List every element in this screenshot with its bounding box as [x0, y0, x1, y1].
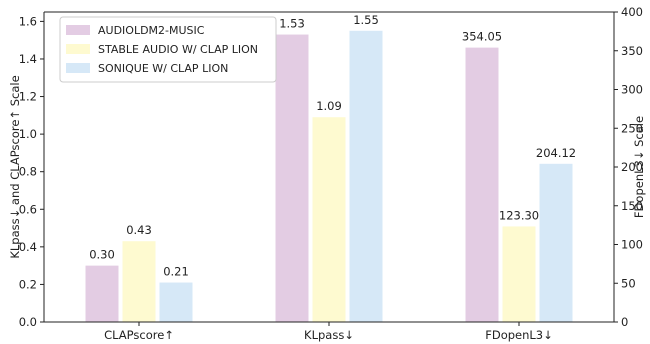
y-right-tick-label: 200 [621, 160, 643, 174]
bar-value-label: 1.55 [353, 13, 379, 27]
y-right-tick-label: 150 [621, 199, 643, 213]
y-left-tick-label: 0.8 [19, 165, 37, 179]
y-right-tick-label: 0 [621, 315, 628, 329]
bar-labels-layer: 0.30 0.43 0.21 1.53 1.09 1.55 354.05 123.30 204.… [89, 13, 576, 279]
x-tick-label: KLpass↓ [304, 328, 354, 342]
bar-value-label: 0.43 [126, 223, 152, 237]
bar-value-label: 1.09 [316, 99, 342, 113]
y-left-tick-label: 1.0 [19, 127, 37, 141]
legend-swatch [66, 25, 90, 35]
bar [539, 163, 573, 322]
bar-value-label: 0.21 [163, 265, 189, 279]
bar-value-label: 204.12 [536, 146, 576, 160]
y-right-tick-label: 300 [621, 83, 643, 97]
bar [159, 282, 193, 322]
x-tick-label: CLAPscore↑ [104, 328, 174, 342]
bar [465, 47, 499, 323]
bar [275, 34, 309, 322]
y-left-tick-label: 1.6 [19, 14, 37, 28]
bar [502, 226, 536, 322]
y-left-tick-label: 0.2 [19, 277, 37, 291]
y-left-tick-label: 1.4 [19, 52, 37, 66]
x-tick-label: FDopenL3↓ [485, 328, 553, 342]
bars-layer [85, 30, 573, 323]
y-right-tick-label: 50 [621, 276, 636, 290]
legend-label: STABLE AUDIO W/ CLAP LION [98, 43, 258, 56]
axes-layer: CLAPscore↑ KLpass↓ FDopenL3↓ 0.0 0.2 0.4 0.6 0.… [8, 5, 646, 342]
bar-value-label: 354.05 [462, 30, 502, 44]
legend: AUDIOLDM2-MUSIC STABLE AUDIO W/ CLAP LION… [59, 16, 277, 83]
y-left-tick-label: 0.4 [19, 240, 37, 254]
y-left-tick-label: 0.0 [19, 315, 37, 329]
y-right-tick-label: 350 [621, 44, 643, 58]
y-right-axis-title: FDopenL3↓ Scale [632, 116, 646, 218]
bar-value-label: 1.53 [279, 17, 305, 31]
y-right-tick-label: 250 [621, 121, 643, 135]
legend-swatch [66, 44, 90, 54]
legend-box [59, 16, 277, 83]
bar [85, 265, 119, 322]
bar-value-label: 123.30 [499, 208, 539, 222]
legend-label: SONIQUE W/ CLAP LION [98, 62, 228, 75]
bar [122, 241, 156, 322]
legend-label: AUDIOLDM2-MUSIC [98, 24, 205, 37]
legend-swatch [66, 63, 90, 73]
y-right-tick-label: 100 [621, 238, 643, 252]
bar-value-label: 0.30 [89, 248, 115, 262]
y-left-tick-label: 0.6 [19, 202, 37, 216]
y-left-tick-label: 1.2 [19, 90, 37, 104]
bar [349, 30, 383, 323]
y-right-tick-label: 400 [621, 5, 643, 19]
y-left-axis-title: KLpass↓ and CLAPscore↑ Scale [8, 75, 22, 258]
bar [312, 117, 346, 322]
